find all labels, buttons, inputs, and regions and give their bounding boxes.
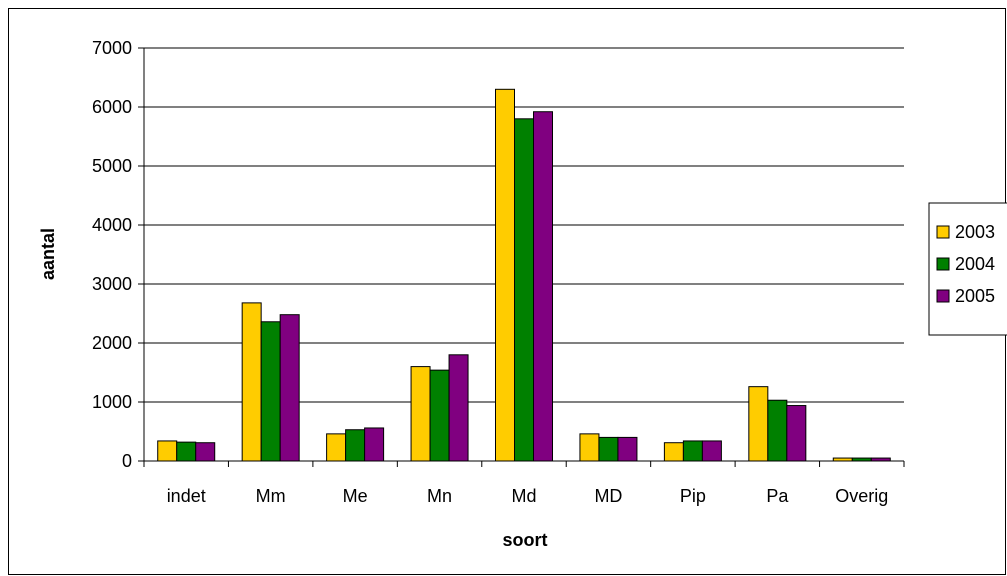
bar-2004-Md	[514, 118, 534, 462]
bar-2003-Me	[326, 433, 347, 462]
legend-swatch-2005	[936, 289, 950, 303]
x-tick-label: Md	[511, 486, 536, 506]
x-tick-label: Pip	[680, 486, 706, 506]
bar-2005-Md	[533, 111, 553, 462]
legend: 2003 2004 2005	[928, 202, 1007, 336]
y-tick-label: 2000	[92, 333, 132, 353]
bar-2003-MD	[579, 433, 600, 462]
x-tick-label: MD	[594, 486, 622, 506]
y-tick-label: 6000	[92, 97, 132, 117]
bar-2004-Mm	[260, 321, 281, 462]
bar-2004-Pa	[767, 399, 788, 462]
bar-2005-Pa	[786, 405, 807, 462]
bar-2004-Me	[345, 429, 366, 462]
bar-2003-Mn	[410, 366, 431, 462]
x-tick-label: Me	[343, 486, 368, 506]
bar-2004-indet	[176, 441, 197, 462]
bar-2003-Md	[495, 88, 515, 462]
bar-2005-Mm	[279, 314, 300, 462]
y-axis-title: aantal	[38, 228, 58, 280]
bar-2003-Pip	[663, 442, 684, 462]
bar-2005-Mn	[448, 354, 469, 462]
x-tick-label: Overig	[835, 486, 888, 506]
legend-label-2005: 2005	[955, 286, 995, 306]
legend-swatch-2004	[936, 257, 950, 271]
y-tick-label: 1000	[92, 392, 132, 412]
x-tick-label: Pa	[766, 486, 789, 506]
legend-label-2003: 2003	[955, 222, 995, 242]
bar-2004-MD	[598, 436, 619, 462]
y-tick-label: 0	[122, 451, 132, 471]
x-tick-label: indet	[167, 486, 206, 506]
bar-2005-indet	[195, 442, 216, 462]
legend-label-2004: 2004	[955, 254, 995, 274]
bar-2005-MD	[617, 436, 638, 462]
bar-2003-Pa	[748, 386, 769, 462]
x-tick-label: Mn	[427, 486, 452, 506]
bars	[157, 88, 891, 462]
legend-swatch-2003	[936, 225, 950, 239]
bar-2003-indet	[157, 440, 178, 462]
bar-2004-Mn	[429, 369, 450, 462]
x-tick-label: Mm	[256, 486, 286, 506]
axes	[138, 47, 905, 467]
bar-2004-Pip	[682, 440, 703, 462]
y-tick-label: 7000	[92, 38, 132, 58]
y-tick-label: 5000	[92, 156, 132, 176]
bar-2005-Pip	[701, 440, 722, 462]
x-axis-title: soort	[503, 530, 548, 550]
y-tick-label: 3000	[92, 274, 132, 294]
bar-2005-Me	[364, 427, 385, 462]
tick-labels: 0 1000 2000 3000 4000 5000 6000 7000 indet Mm Me Mn…	[92, 38, 888, 506]
y-tick-label: 4000	[92, 215, 132, 235]
bar-2003-Mm	[241, 302, 262, 462]
